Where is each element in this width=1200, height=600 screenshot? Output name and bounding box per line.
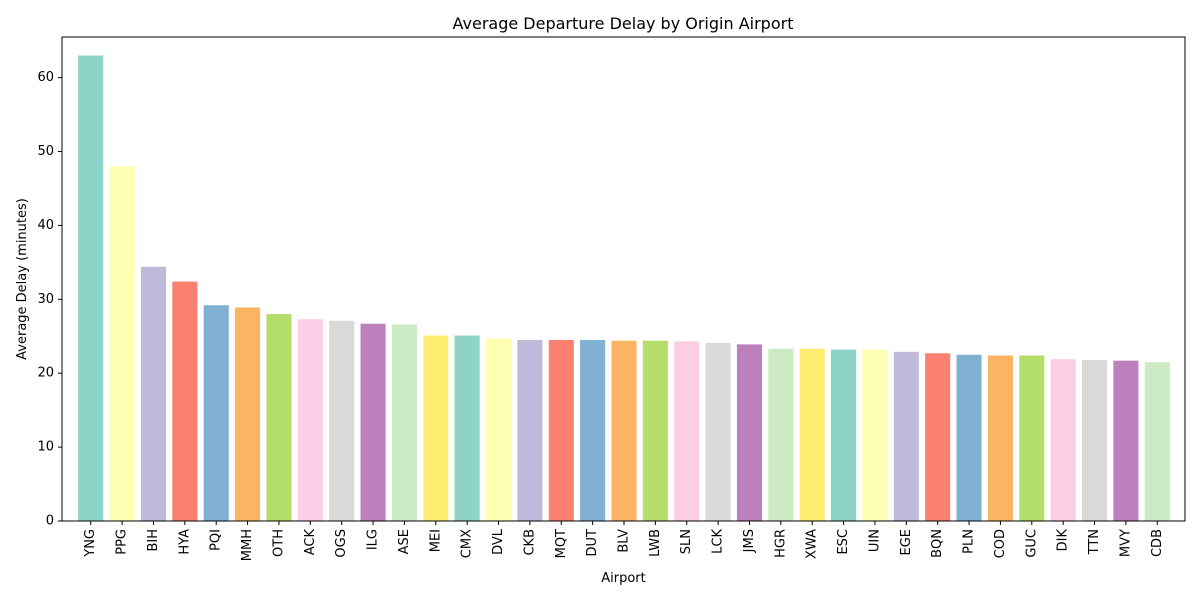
bar-pln [956, 354, 982, 521]
y-tick-label: 40 [37, 218, 54, 233]
x-tick-label: UIN [867, 529, 882, 552]
bars [78, 55, 1170, 521]
x-tick-label: PQI [209, 529, 224, 551]
y-tick-label: 50 [37, 144, 54, 159]
y-tick-label: 0 [46, 514, 54, 529]
bar-ilg [360, 323, 386, 521]
x-tick-label: CMX [460, 529, 475, 558]
bar-guc [1019, 355, 1045, 521]
x-tick-label: LCK [711, 529, 726, 554]
x-tick-label: OTH [271, 529, 286, 557]
bar-oth [266, 314, 292, 521]
x-tick-label: HYA [177, 529, 192, 555]
axes-frame [61, 36, 1186, 522]
bar-yng [78, 55, 104, 521]
x-tick-label: SLN [679, 529, 694, 554]
x-tick-label: DIK [1056, 529, 1071, 552]
bar-dik [1050, 359, 1076, 521]
bar-xwa [799, 348, 825, 521]
x-axis-ticks: YNG PPG BIH HYA PQI MMH OTH ACK OGS ILG ASE MEI CMX D… [83, 521, 1165, 561]
y-axis-ticks: 0 10 20 30 40 50 60 [37, 70, 62, 529]
x-axis-label: Airport [601, 571, 646, 586]
chart-title: Average Departure Delay by Origin Airpor… [453, 14, 794, 33]
y-axis-label: Average Delay (minutes) [15, 198, 30, 360]
bar-mqt [548, 339, 574, 521]
x-tick-label: ACK [303, 529, 318, 556]
y-tick-label: 60 [37, 70, 54, 85]
x-tick-label: PLN [962, 529, 977, 554]
bar-sln [674, 341, 700, 521]
bar-bih [140, 266, 167, 521]
x-tick-label: DVL [491, 528, 506, 555]
x-tick-label: MMH [240, 529, 255, 561]
x-tick-label: BLV [617, 529, 632, 553]
x-tick-label: CDB [1150, 529, 1165, 557]
bar-ase [391, 324, 417, 521]
bar-cdb [1144, 362, 1170, 521]
x-tick-label: XWA [805, 529, 820, 559]
bar-dut [580, 339, 606, 521]
x-tick-label: DUT [585, 529, 600, 557]
x-tick-label: YNG [83, 529, 98, 558]
x-tick-label: PPG [115, 529, 130, 555]
bar-lck [705, 342, 731, 521]
bar-ttn [1081, 359, 1108, 521]
bar-ege [893, 351, 919, 521]
x-tick-label: EGE [899, 529, 914, 556]
x-tick-label: MQT [554, 529, 569, 558]
x-tick-label: GUC [1024, 529, 1039, 558]
bar-mvy [1113, 360, 1139, 521]
bar-cod [987, 355, 1013, 521]
x-tick-label: ILG [366, 529, 381, 550]
x-tick-label: TTN [1087, 529, 1102, 555]
bar-uin [862, 349, 888, 521]
bar-mmh [235, 307, 261, 521]
bar-ogs [329, 320, 355, 521]
x-tick-label: COD [993, 529, 1008, 558]
bar-pqi [203, 305, 229, 521]
bar-cmx [454, 335, 480, 521]
bar-jms [736, 344, 763, 521]
x-tick-label: CKB [522, 529, 537, 556]
bar-esc [831, 349, 857, 521]
bar-bqn [925, 353, 951, 521]
bar-hgr [768, 348, 794, 521]
x-tick-label: MVY [1118, 529, 1133, 557]
x-tick-label: BQN [930, 529, 945, 558]
x-tick-label: LWB [648, 529, 663, 557]
plot-area: YNG PPG BIH HYA PQI MMH OTH ACK OGS ILG ASE MEI CMX D… [37, 36, 1186, 561]
bar-hya [172, 281, 198, 521]
bar-lwb [642, 340, 668, 521]
bar-ppg [109, 166, 135, 521]
bar-mei [423, 335, 449, 521]
bar-ack [297, 319, 323, 521]
x-tick-label: ESC [836, 529, 851, 555]
x-tick-label: JMS [742, 529, 757, 553]
x-tick-label: OGS [334, 529, 349, 558]
x-tick-label: MEI [428, 529, 443, 552]
x-tick-label: ASE [397, 529, 412, 554]
y-tick-label: 20 [37, 366, 54, 381]
bar-dvl [485, 338, 512, 521]
y-tick-label: 10 [37, 440, 54, 455]
x-tick-label: BIH [146, 529, 161, 552]
x-tick-label: HGR [773, 529, 788, 558]
y-tick-label: 30 [37, 292, 54, 307]
bar-blv [611, 340, 637, 521]
bar-ckb [517, 339, 543, 521]
